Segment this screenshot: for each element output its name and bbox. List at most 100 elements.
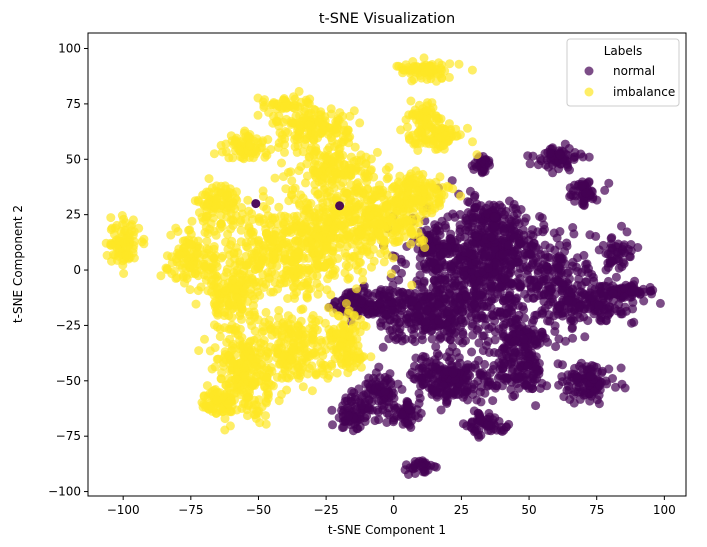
point-imbalance [330,211,340,221]
point-imbalance [171,223,181,233]
point-normal [604,178,614,188]
point-normal [471,310,481,320]
point-imbalance [414,100,424,110]
point-imbalance [181,271,191,281]
point-imbalance [384,162,394,172]
point-normal [448,209,458,219]
point-normal [505,288,515,298]
point-imbalance [197,212,207,222]
point-imbalance [156,271,166,281]
point-normal [465,186,475,196]
point-normal [581,299,591,309]
point-normal [485,368,495,378]
point-normal [498,249,508,259]
point-normal [543,337,553,347]
point-imbalance [265,315,274,325]
point-imbalance [235,146,245,156]
point-imbalance [248,404,258,414]
point-imbalance [298,147,308,157]
point-imbalance [261,307,271,317]
point-normal [413,372,423,382]
point-normal [498,313,508,323]
point-imbalance [342,241,352,251]
point-normal [566,287,576,297]
point-imbalance [323,216,333,226]
point-imbalance [211,204,221,214]
point-normal [531,401,541,411]
point-imbalance [287,329,297,339]
point-normal [484,263,493,273]
point-normal [619,283,629,293]
point-imbalance [444,72,454,82]
point-imbalance [231,323,241,332]
point-imbalance [342,252,351,262]
point-imbalance [379,236,389,246]
point-normal [595,380,605,390]
point-imbalance [227,236,237,246]
point-normal [564,296,573,306]
point-imbalance [431,111,441,121]
point-imbalance [248,380,258,390]
point-imbalance [179,258,189,268]
point-normal [358,283,368,292]
point-imbalance [258,322,268,332]
point-normal [545,148,555,158]
point-normal [363,290,373,300]
point-imbalance [200,334,209,344]
point-imbalance [202,248,212,258]
point-normal [476,201,486,211]
point-normal [441,223,451,233]
point-imbalance [230,374,240,384]
point-imbalance [338,150,348,160]
point-normal [628,304,638,314]
point-normal [552,304,562,314]
point-imbalance [274,138,284,148]
point-normal [559,392,569,402]
point-imbalance [281,127,290,136]
point-normal [578,152,588,162]
point-normal [434,301,444,311]
point-normal [450,276,460,286]
point-imbalance [294,362,304,372]
point-normal [383,374,393,384]
point-normal [344,411,354,421]
point-imbalance [325,128,335,137]
point-imbalance [335,108,345,118]
point-imbalance [202,262,212,271]
point-imbalance [161,263,171,273]
point-imbalance [121,225,131,235]
point-imbalance [220,323,230,333]
point-imbalance [229,248,239,258]
point-normal [587,292,597,302]
point-normal [439,248,449,258]
point-imbalance [392,209,401,219]
point-normal [581,188,591,198]
point-normal [531,253,541,263]
point-imbalance [297,221,307,230]
point-imbalance [326,233,336,243]
chart-title: t-SNE Visualization [319,11,455,27]
point-normal [474,418,484,428]
point-normal [512,293,522,303]
point-normal [577,181,587,191]
point-normal [501,295,511,305]
point-imbalance [292,135,302,145]
point-normal [560,139,570,149]
point-normal [554,264,564,274]
point-normal [551,275,561,284]
point-imbalance [406,239,416,249]
point-imbalance [113,251,123,261]
point-normal [375,297,385,307]
point-imbalance [185,225,195,235]
point-imbalance [313,167,323,177]
point-imbalance [259,336,269,345]
point-normal [383,291,393,301]
point-normal [480,250,490,260]
point-normal [629,317,639,327]
point-imbalance [468,137,477,147]
point-imbalance [287,274,297,284]
point-imbalance [253,110,263,120]
point-normal [613,239,623,249]
point-imbalance [193,286,203,296]
point-normal [448,368,458,378]
